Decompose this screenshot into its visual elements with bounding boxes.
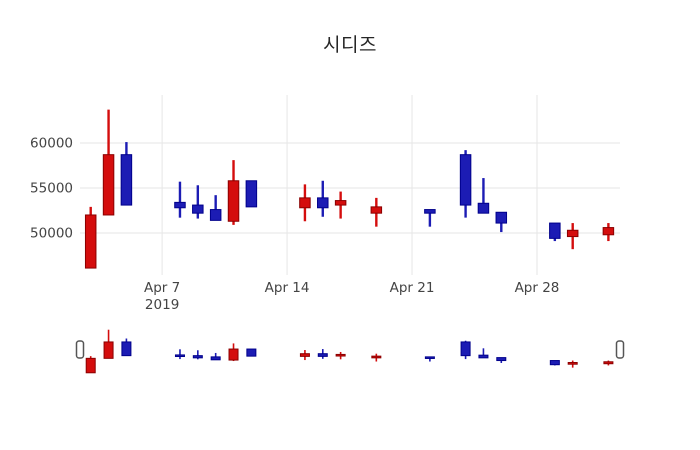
candle-2019-04-09 [192,185,204,219]
candle-body [174,201,186,209]
candle-body [602,227,615,236]
candle-2019-05-02 [603,360,614,366]
candle-body [549,360,560,366]
candle-body [84,214,97,269]
candle-2019-04-11 [228,343,239,362]
plot-area[interactable] [80,95,620,275]
candle-body [299,353,310,357]
candle-body [424,209,436,214]
candle-2019-04-04 [102,109,115,216]
candle-body [85,357,96,374]
candle-body [210,356,221,361]
candle-2019-04-09 [192,350,203,360]
candle-body [335,353,346,357]
gridlines [80,95,620,275]
candle-body [478,354,489,359]
candle-2019-04-17 [334,191,347,219]
candle-2019-04-10 [210,352,221,361]
candle-body [120,154,133,206]
candle-2019-04-03 [85,356,96,374]
candle-2019-04-19 [370,197,383,227]
chart-title: 시디즈 [323,34,377,56]
candle-body [246,348,257,357]
rangeslider-handle-right[interactable] [615,340,625,359]
candle-2019-04-17 [335,351,346,360]
rangeslider [75,322,625,382]
rangeslider-handle-left[interactable] [75,340,85,359]
candle-2019-04-08 [174,349,185,360]
y-tick-label: 55000 [30,180,73,196]
candle-2019-04-12 [246,348,257,357]
candle-2019-04-05 [120,142,133,206]
candle-body [334,200,347,206]
candle-2019-04-05 [121,338,132,357]
candle-2019-04-16 [317,180,329,217]
candle-body [424,356,435,359]
candle-body [174,354,185,358]
candle-body [121,341,132,357]
candle-2019-04-29 [549,360,560,366]
candle-body [317,353,328,357]
x-tick-sublabel: 2019 [145,297,179,313]
candle-body [496,357,507,362]
candle-2019-04-19 [371,353,382,362]
candle-2019-04-15 [299,350,310,361]
candle-body [209,209,222,221]
x-tick-label: Apr 7 [144,280,180,296]
candle-2019-04-10 [209,195,222,221]
candle-2019-04-26 [496,357,507,363]
candle-body [566,229,579,238]
candle-2019-04-03 [84,206,97,269]
candle-2019-04-15 [299,184,311,222]
candle-2019-04-24 [459,150,472,218]
x-tick-label: Apr 14 [265,280,310,296]
candle-body [227,180,240,222]
candle-2019-04-11 [227,160,240,225]
candle-body [370,206,383,214]
candle-body [192,355,203,359]
candle-2019-04-25 [477,178,490,214]
candle-body [371,355,382,359]
candle-body [299,197,311,209]
candle-body [459,154,472,206]
candle-2019-04-24 [460,340,471,360]
candle-body [477,202,490,214]
candle-body [495,211,508,224]
candle-2019-04-04 [103,329,114,359]
candle-2019-04-25 [478,348,489,359]
candle-body [603,361,614,365]
candle-2019-04-29 [549,222,561,242]
candle-2019-04-22 [424,209,436,227]
candle-2019-04-30 [567,360,578,368]
main-plot [84,109,615,269]
candle-body [228,348,239,361]
x-tick-label: Apr 21 [390,280,435,296]
candle-body [192,204,204,214]
candle-2019-04-16 [317,349,328,359]
rangeslider-track[interactable] [80,322,620,382]
candle-2019-04-26 [495,211,508,233]
candle-2019-04-22 [424,356,435,362]
y-tick-label: 60000 [30,135,73,151]
candle-2019-04-30 [566,223,579,250]
candle-body [103,341,114,359]
candle-body [102,154,115,216]
candle-body [567,362,578,365]
candle-body [245,180,258,208]
candle-2019-05-02 [602,223,615,242]
candle-body [460,341,471,357]
y-tick-label: 50000 [30,225,73,241]
candle-body [549,222,561,239]
candle-2019-04-12 [245,180,258,208]
x-tick-label: Apr 28 [515,280,560,296]
candle-2019-04-08 [174,181,186,218]
candle-body [317,197,329,209]
